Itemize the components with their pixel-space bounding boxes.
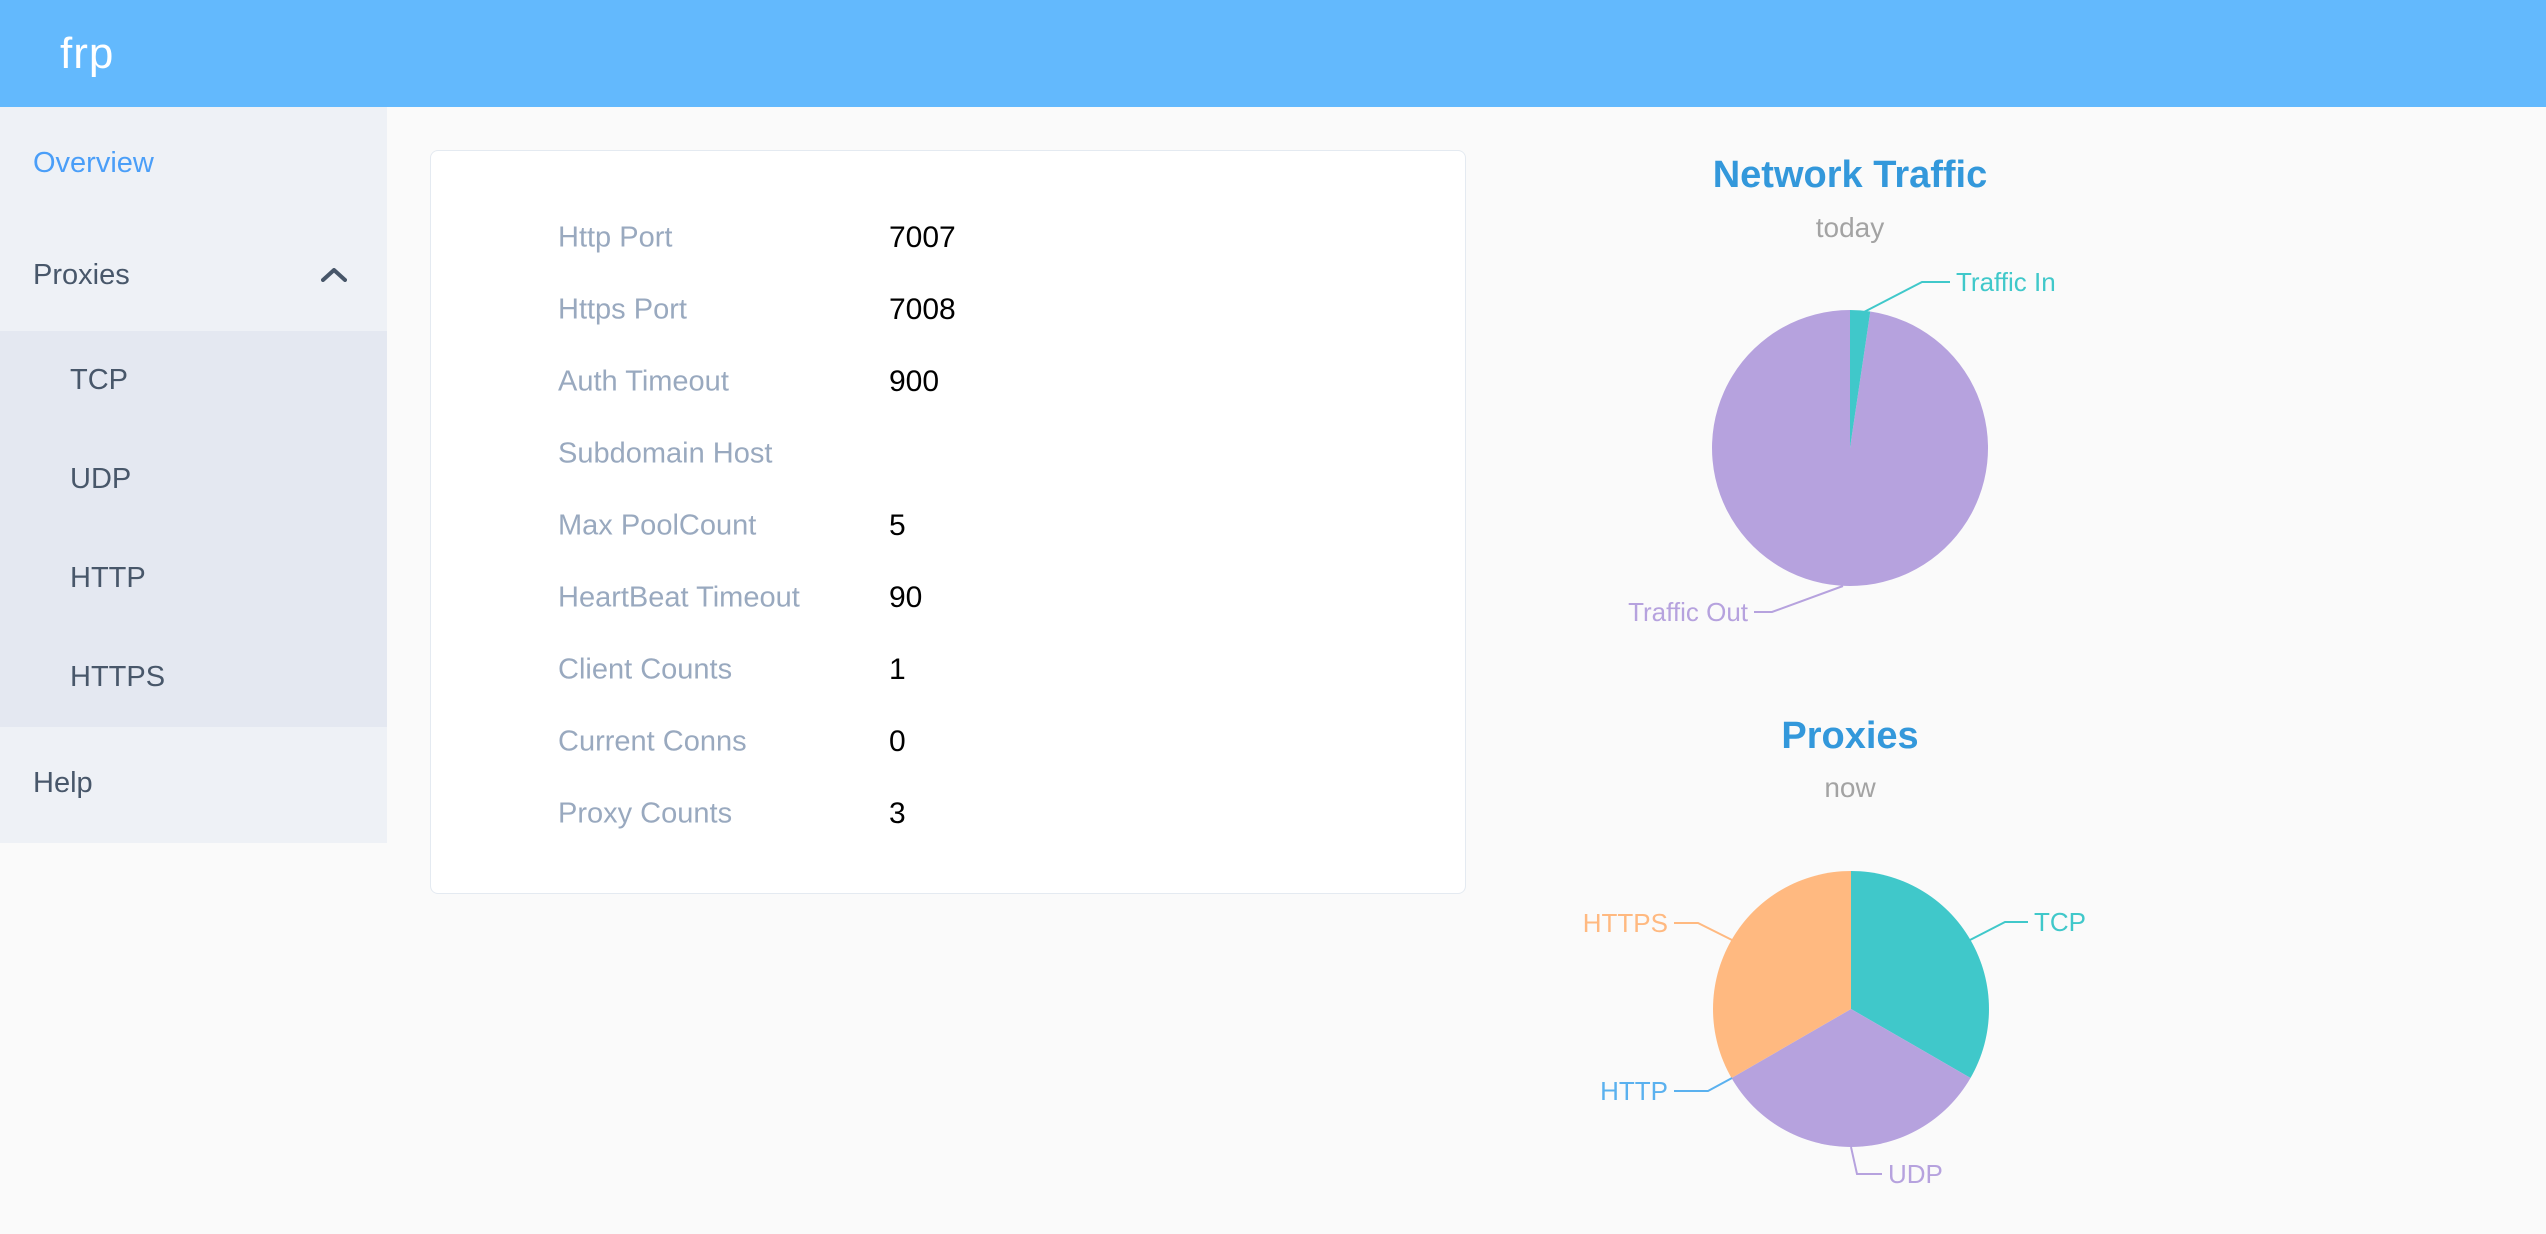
row-value: 3 bbox=[889, 797, 906, 830]
row-label: Client Counts bbox=[558, 653, 733, 686]
tcp-label: TCP bbox=[2034, 907, 2086, 937]
frp-logo: frp bbox=[60, 28, 115, 78]
sidebar-item-udp[interactable]: UDP bbox=[0, 430, 387, 529]
row-value: 0 bbox=[889, 725, 906, 758]
https-label: HTTPS bbox=[1583, 908, 1668, 938]
row-value: 900 bbox=[889, 365, 940, 398]
pie-slice-traffic-out[interactable] bbox=[1712, 310, 1989, 586]
row-label: Current Conns bbox=[558, 725, 747, 758]
server-info-row: Http Port 7007 bbox=[431, 202, 1465, 274]
pie-slice-tcp[interactable] bbox=[1851, 871, 1989, 1078]
row-label: Proxy Counts bbox=[558, 797, 733, 830]
server-info-card: Http Port 7007 Https Port 7008 Auth Time… bbox=[430, 150, 1466, 894]
server-info-row: Https Port 7008 bbox=[431, 274, 1465, 346]
udp-label: UDP bbox=[1888, 1159, 1943, 1189]
row-value: 5 bbox=[889, 509, 906, 542]
traffic-in-label: Traffic In bbox=[1956, 267, 2056, 297]
sidebar-item-https-label: HTTPS bbox=[70, 661, 166, 693]
proxies-chart-subtitle: now bbox=[1824, 772, 1876, 803]
row-label: HeartBeat Timeout bbox=[558, 581, 800, 614]
sidebar-item-overview[interactable]: Overview bbox=[0, 107, 387, 219]
sidebar-item-http-label: HTTP bbox=[70, 562, 146, 594]
row-label: Auth Timeout bbox=[558, 365, 729, 398]
server-info-row: Current Conns 0 bbox=[431, 706, 1465, 778]
server-info-row: HeartBeat Timeout 90 bbox=[431, 562, 1465, 634]
chevron-up-icon bbox=[321, 268, 347, 282]
sidebar-item-tcp[interactable]: TCP bbox=[0, 331, 387, 430]
udp-leader-line bbox=[1850, 1146, 1882, 1175]
row-label: Max PoolCount bbox=[558, 509, 757, 542]
sidebar-item-tcp-label: TCP bbox=[70, 364, 128, 396]
proxies-submenu: TCP UDP HTTP HTTPS bbox=[0, 331, 387, 727]
proxies-chart-title: Proxies bbox=[1781, 715, 1919, 757]
sidebar-item-help[interactable]: Help bbox=[0, 727, 387, 839]
server-info-row: Proxy Counts 3 bbox=[431, 778, 1465, 850]
pie-slice-traffic-in[interactable] bbox=[1850, 310, 1871, 448]
sidebar: Overview Proxies TCP UDP HTTP HTTPS Help bbox=[0, 107, 387, 843]
row-value: 90 bbox=[889, 581, 923, 614]
server-info-row: Max PoolCount 5 bbox=[431, 490, 1465, 562]
row-value: 7007 bbox=[889, 221, 956, 254]
sidebar-item-proxies-label: Proxies bbox=[33, 258, 130, 291]
sidebar-item-http[interactable]: HTTP bbox=[0, 529, 387, 628]
row-label: Http Port bbox=[558, 221, 673, 254]
sidebar-item-udp-label: UDP bbox=[70, 463, 132, 495]
tcp-leader-line bbox=[1969, 921, 2028, 941]
https-leader-line bbox=[1674, 922, 1733, 941]
network-traffic-chart-title: Network Traffic bbox=[1712, 154, 1988, 196]
traffic-out-leader-line bbox=[1754, 585, 1844, 613]
row-label: Https Port bbox=[558, 293, 687, 326]
sidebar-item-overview-label: Overview bbox=[33, 146, 154, 179]
sidebar-item-help-label: Help bbox=[33, 766, 93, 799]
server-info-row: Subdomain Host bbox=[431, 418, 1465, 490]
http-label: HTTP bbox=[1600, 1076, 1668, 1106]
traffic-out-label: Traffic Out bbox=[1628, 597, 1749, 627]
pie-slice-udp[interactable] bbox=[1731, 1009, 1971, 1147]
traffic-in-leader-line bbox=[1863, 281, 1950, 313]
proxies-pie-chart[interactable]: TCP HTTPS HTTP UDP bbox=[1560, 850, 2180, 1234]
row-value: 1 bbox=[889, 653, 906, 686]
network-traffic-chart-subtitle: today bbox=[1815, 212, 1885, 243]
network-traffic-pie-chart[interactable]: Traffic In Traffic Out bbox=[1560, 260, 2180, 660]
http-leader-line bbox=[1674, 1077, 1733, 1092]
app-header: frp bbox=[0, 0, 2546, 107]
server-info-row: Auth Timeout 900 bbox=[431, 346, 1465, 418]
row-value: 7008 bbox=[889, 293, 956, 326]
sidebar-item-https[interactable]: HTTPS bbox=[0, 628, 387, 727]
sidebar-item-proxies[interactable]: Proxies bbox=[0, 219, 387, 331]
row-label: Subdomain Host bbox=[558, 437, 773, 470]
pie-slice-https[interactable] bbox=[1713, 871, 1851, 1078]
server-info-row: Client Counts 1 bbox=[431, 634, 1465, 706]
